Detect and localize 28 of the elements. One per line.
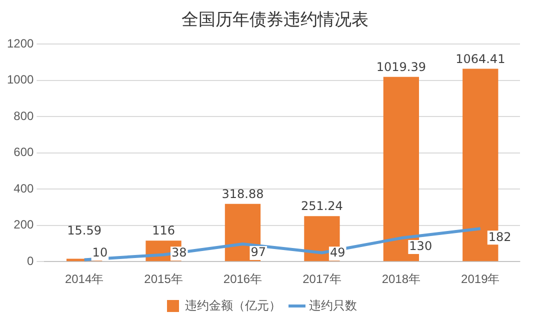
data-label: 1064.41 (456, 52, 506, 66)
y-tick-label: 1200 (6, 36, 34, 51)
x-tick-label: 2018年 (382, 272, 421, 286)
x-tick-label: 2015年 (144, 272, 183, 286)
data-label: 116 (152, 224, 175, 238)
data-label: 318.88 (222, 186, 264, 201)
data-label: 10 (92, 246, 108, 260)
y-tick-label: 600 (14, 145, 34, 160)
data-label: 251.24 (300, 199, 343, 214)
data-label: 97 (250, 245, 266, 260)
data-label: 15.59 (67, 224, 102, 238)
legend-label: 违约金额（亿元） (185, 298, 281, 312)
legend-label: 违约只数 (309, 298, 357, 312)
data-label: 49 (330, 246, 346, 260)
x-tick-label: 2014年 (64, 272, 104, 286)
data-label: 1019.39 (376, 60, 426, 74)
y-tick-label: 800 (14, 108, 34, 123)
chart-title: 全国历年债券违约情况表 (180, 9, 370, 32)
x-tick-label: 2017年 (302, 272, 342, 286)
x-tick-label: 2016年 (223, 272, 262, 286)
y-tick-label: 0 (27, 254, 34, 268)
x-tick-label: 2019年 (461, 272, 500, 286)
y-tick-label: 1000 (6, 72, 34, 87)
data-label: 182 (488, 230, 512, 244)
y-tick-label: 400 (14, 181, 34, 196)
data-label: 38 (172, 246, 187, 260)
y-tick-label: 200 (14, 218, 34, 232)
data-label: 130 (409, 239, 432, 254)
